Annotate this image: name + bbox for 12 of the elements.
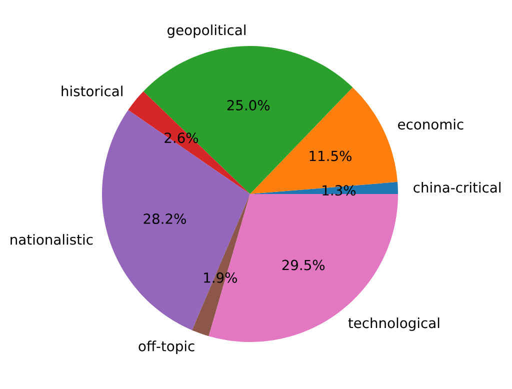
data-label: 28.2% — [144, 214, 186, 224]
slice-label: off-topic — [138, 340, 194, 354]
data-label: 29.5% — [282, 260, 325, 270]
slice-label: historical — [62, 86, 122, 96]
slice-label: technological — [348, 317, 440, 331]
slice-label: economic — [398, 118, 464, 130]
slice-label: geopolitical — [168, 24, 246, 38]
slice-label: nationalistic — [10, 234, 93, 245]
data-label: 11.5% — [310, 150, 352, 162]
data-label: 1.3% — [322, 185, 356, 196]
data-label: 25.0% — [227, 100, 270, 110]
slice-label: china-critical — [414, 182, 500, 193]
